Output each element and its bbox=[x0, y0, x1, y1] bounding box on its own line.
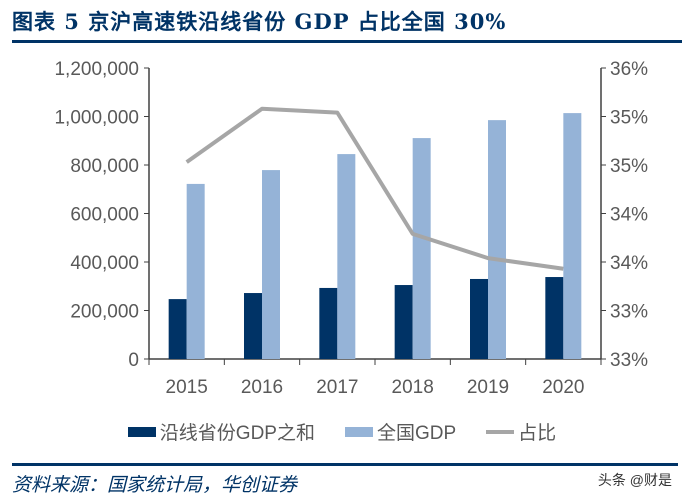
legend-swatch bbox=[486, 429, 515, 434]
legend-label: 沿线省份GDP之和 bbox=[159, 423, 315, 444]
bar-provinces bbox=[168, 299, 187, 359]
bar-national bbox=[262, 170, 280, 359]
source-note: 资料来源：国家统计局，华创证券 bbox=[12, 474, 298, 496]
left-tick-label: 600,000 bbox=[70, 205, 139, 226]
left-tick-label: 0 bbox=[128, 350, 139, 371]
right-tick-label: 34% bbox=[610, 205, 648, 226]
x-tick-label: 2018 bbox=[392, 377, 434, 398]
left-tick-label: 800,000 bbox=[70, 156, 139, 177]
ratio-line bbox=[185, 106, 564, 271]
left-tick-label: 400,000 bbox=[70, 253, 139, 274]
right-tick-label: 34% bbox=[610, 253, 648, 274]
right-tick-label: 36% bbox=[610, 59, 648, 80]
legend-item-provinces: 沿线省份GDP之和 bbox=[127, 418, 315, 445]
x-tick-label: 2017 bbox=[316, 377, 358, 398]
bar-provinces bbox=[394, 285, 413, 359]
bar-national bbox=[412, 138, 431, 359]
chart: 0 200,000 400,000 600,000 800,000 1,000,000 1,… bbox=[54, 59, 648, 398]
watermark: 头条 @财是 bbox=[597, 472, 672, 488]
bar-provinces bbox=[319, 287, 338, 359]
bar-national bbox=[563, 113, 582, 359]
legend-label: 全国GDP bbox=[376, 423, 457, 444]
x-tick-label: 2016 bbox=[241, 377, 283, 398]
bar-provinces bbox=[545, 277, 564, 359]
right-tick-label: 33% bbox=[610, 302, 648, 323]
x-tick-label: 2019 bbox=[467, 377, 509, 398]
legend-label: 占比 bbox=[518, 423, 557, 444]
bar-national bbox=[488, 120, 506, 359]
title-divider bbox=[12, 40, 682, 43]
legend-swatch bbox=[127, 426, 156, 437]
bar-national bbox=[337, 154, 356, 359]
legend-swatch bbox=[344, 426, 373, 437]
right-tick-label: 35% bbox=[610, 108, 648, 129]
right-tick-label: 35% bbox=[610, 156, 648, 177]
left-tick-label: 1,200,000 bbox=[54, 59, 139, 80]
legend-item-ratio: 占比 bbox=[486, 418, 556, 445]
x-tick-label: 2020 bbox=[542, 377, 584, 398]
bar-national bbox=[186, 183, 205, 359]
footer-divider bbox=[12, 463, 678, 466]
chart-title: 图表 5 京沪高速铁沿线省份 GDP 占比全国 30% bbox=[12, 9, 507, 34]
x-tick-label: 2015 bbox=[166, 377, 208, 398]
legend: 沿线省份GDP之和 全国GDP 占比 bbox=[0, 418, 684, 445]
left-tick-label: 200,000 bbox=[70, 302, 139, 323]
legend-item-national: 全国GDP bbox=[344, 418, 457, 445]
bar-provinces bbox=[244, 293, 262, 359]
right-tick-label: 33% bbox=[610, 350, 648, 371]
bar-provinces bbox=[470, 278, 488, 359]
left-tick-label: 1,000,000 bbox=[54, 108, 139, 129]
